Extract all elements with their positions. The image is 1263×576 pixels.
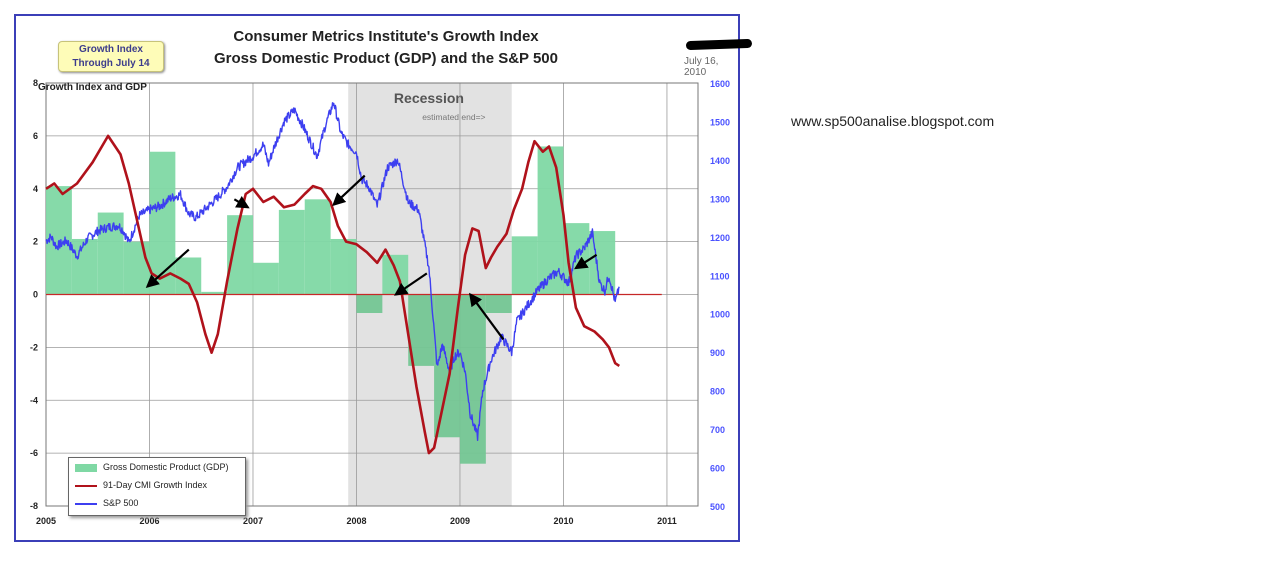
gdp-bar — [123, 241, 150, 295]
gdp-bar — [149, 151, 176, 295]
legend-item-growth-index: 91-Day CMI Growth Index — [75, 478, 207, 492]
gdp-bar — [511, 236, 538, 295]
gdp-bar — [71, 238, 98, 295]
y-right-tick-label: 1200 — [710, 233, 730, 243]
x-tick-label: 2007 — [243, 516, 263, 526]
y-left-tick-label: 0 — [33, 290, 38, 300]
legend-swatch-gdp — [75, 463, 97, 472]
y-left-tick-label: 4 — [33, 184, 38, 194]
legend-swatch-sp500 — [75, 502, 97, 505]
chart-canvas: Recession estimated end=> 8 6 4 2 0 -2 -4 -6 -8 16… — [30, 78, 730, 526]
y-left-tick-label: 8 — [33, 78, 38, 88]
recession-label: Recession — [394, 90, 464, 106]
y-right-tick-label: 1100 — [710, 271, 730, 281]
legend-swatch-growth-index — [75, 484, 97, 487]
y-right-tick-label: 1500 — [710, 117, 730, 127]
recession-note: estimated end=> — [422, 112, 485, 122]
y-right-tick-label: 1600 — [710, 79, 730, 89]
chart-frame: Recession estimated end=> 8 6 4 2 0 -2 -4 -6 -8 16… — [14, 14, 753, 542]
y-left-tick-label: 6 — [33, 131, 38, 141]
annotation-arrow — [233, 195, 250, 209]
left-axis-label: Growth Index and GDP — [38, 82, 147, 93]
badge-line-2: Through July 14 — [72, 58, 150, 69]
annotation-arrow — [332, 174, 366, 207]
y-right-tick-label: 900 — [710, 348, 725, 358]
x-tick-label: 2011 — [657, 516, 677, 526]
gdp-bar — [278, 209, 305, 295]
y-right-tick-label: 1000 — [710, 310, 730, 320]
y-right-tick-label: 1300 — [710, 194, 730, 204]
gdp-bar — [459, 294, 486, 464]
growth-index-badge: Growth Index Through July 14 — [58, 41, 164, 72]
y-left-tick-label: -2 — [30, 342, 38, 352]
gdp-bar — [330, 238, 357, 295]
chart-title-line-1: Consumer Metrics Institute's Growth Inde… — [233, 28, 539, 45]
y-right-tick-label: 500 — [710, 502, 725, 512]
badge-line-1: Growth Index — [79, 44, 143, 55]
x-tick-label: 2006 — [139, 516, 159, 526]
y-right-tick-label: 600 — [710, 464, 725, 474]
gdp-bar — [356, 294, 383, 314]
annotation-arrow — [393, 272, 428, 296]
x-tick-label: 2010 — [553, 516, 573, 526]
annotation-arrow — [469, 292, 505, 341]
x-tick-label: 2009 — [450, 516, 470, 526]
y-right-tick-label: 700 — [710, 425, 725, 435]
y-left-tick-label: 2 — [33, 237, 38, 247]
y-left-tick-label: -8 — [30, 501, 38, 511]
y-right-tick-label: 1400 — [710, 156, 730, 166]
gdp-bar — [304, 199, 331, 295]
legend-label-sp500: S&P 500 — [103, 498, 139, 508]
chart-legend: Gross Domestic Product (GDP) 91-Day CMI … — [68, 457, 246, 516]
chart-date: July 16, 2010 — [684, 56, 719, 78]
y-left-tick-label: -4 — [30, 395, 38, 405]
legend-item-gdp: Gross Domestic Product (GDP) — [75, 460, 229, 474]
x-tick-label: 2008 — [346, 516, 366, 526]
y-left-tick-label: -6 — [30, 448, 38, 458]
gdp-bar — [175, 257, 202, 295]
growth-index-line — [45, 134, 621, 455]
y-right-tick-label: 800 — [710, 387, 725, 397]
sp500-line — [45, 102, 620, 441]
x-tick-label: 2005 — [36, 516, 56, 526]
legend-label-gdp: Gross Domestic Product (GDP) — [103, 462, 229, 472]
annotation-arrow — [574, 253, 598, 270]
legend-label-growth-index: 91-Day CMI Growth Index — [103, 480, 208, 490]
website-url[interactable]: www.sp500analise.blogspot.com — [791, 113, 995, 129]
legend-item-sp500: S&P 500 — [75, 496, 138, 510]
gdp-bar — [252, 262, 279, 295]
chart-title-line-2: Gross Domestic Product (GDP) and the S&P… — [214, 50, 558, 67]
gdp-bar — [201, 291, 228, 295]
annotation-arrow — [145, 248, 190, 289]
gdp-bar — [485, 294, 512, 314]
redaction-mark — [685, 38, 753, 51]
